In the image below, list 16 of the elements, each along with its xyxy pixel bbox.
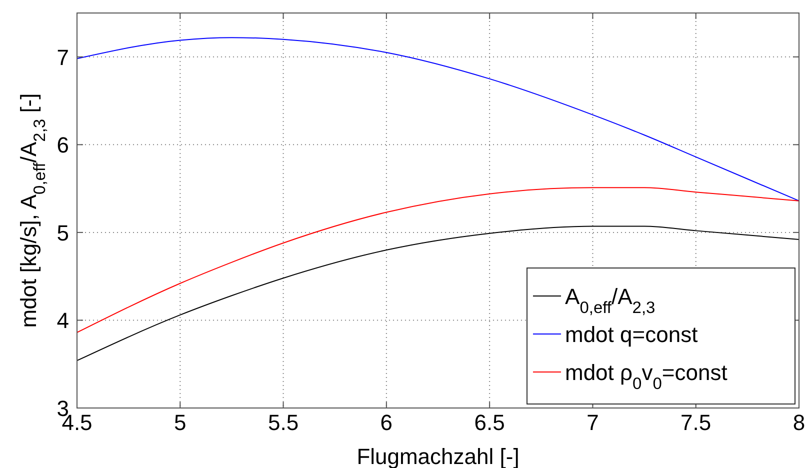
line-series xyxy=(76,37,800,202)
x-tick-label: 5 xyxy=(174,410,186,435)
x-tick-label: 5.5 xyxy=(268,410,299,435)
x-tick-label: 7.5 xyxy=(680,410,712,435)
legend-label: mdot q=const xyxy=(565,322,698,347)
line-series xyxy=(76,226,800,362)
x-tick-label: 8 xyxy=(792,410,806,435)
x-tick-label: 7 xyxy=(586,410,599,435)
y-tick-label: 7 xyxy=(56,44,69,70)
x-tick-label: 6.5 xyxy=(474,410,505,435)
legend-label: mdot ρ$_{0}$v$_{0}$=const xyxy=(565,360,728,393)
legend-label: A$_{0,eff}$/A$_{2,3}$ xyxy=(565,284,656,317)
x-tick-label: 6 xyxy=(380,410,393,435)
y-tick-label: 6 xyxy=(56,132,69,158)
y-tick-label: 5 xyxy=(56,220,69,246)
y-tick-label: 4 xyxy=(56,308,69,334)
